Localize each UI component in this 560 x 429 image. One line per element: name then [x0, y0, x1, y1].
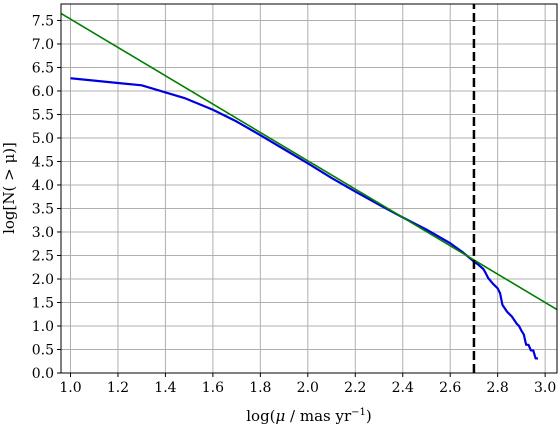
x-tick-label: 2.4: [392, 380, 414, 396]
y-tick-label: 7.5: [32, 13, 54, 29]
x-tick-label: 1.4: [154, 380, 176, 396]
y-tick-label: 1.5: [32, 295, 54, 311]
y-tick-label: 4.5: [32, 154, 54, 170]
y-tick-label: 7.0: [32, 37, 54, 53]
x-axis: 1.0 1.2 1.4 1.6 1.8 2.0 2.2 2.4 2.6 2.8 3.0: [59, 373, 556, 396]
series-layer: [60, 4, 558, 373]
x-tick-label: 2.0: [297, 380, 319, 396]
x-tick-label: 2.6: [439, 380, 461, 396]
x-tick-label: 2.8: [487, 380, 509, 396]
grid: [61, 4, 557, 374]
y-tick-label: 6.5: [32, 60, 54, 76]
data-curve: [70, 77, 539, 360]
y-tick-label: 2.5: [32, 248, 54, 264]
x-tick-label: 1.8: [249, 380, 271, 396]
y-tick-label: 1.0: [32, 319, 54, 335]
x-tick-label: 1.0: [59, 380, 81, 396]
y-tick-label: 0.5: [32, 342, 54, 358]
y-tick-label: 3.5: [32, 201, 54, 217]
x-axis-label: log(μ / mas yr−1): [246, 407, 372, 425]
x-tick-label: 1.2: [107, 380, 129, 396]
x-tick-label: 1.6: [202, 380, 224, 396]
x-tick-label: 2.2: [344, 380, 366, 396]
y-tick-label: 3.0: [32, 225, 54, 241]
y-tick-label: 4.0: [32, 178, 54, 194]
y-tick-label: 0.0: [32, 366, 54, 382]
y-tick-label: 6.0: [32, 84, 54, 100]
y-axis: 0.0 0.5 1.0 1.5 2.0 2.5 3.0 3.5 4.0 4.5 5.0 5.5 6.0 6…: [32, 13, 61, 382]
y-tick-label: 5.5: [32, 107, 54, 123]
y-axis-label: log[N( > μ)]: [0, 142, 18, 234]
plot-frame: [60, 3, 558, 374]
y-tick-label: 2.0: [32, 272, 54, 288]
x-tick-label: 3.0: [534, 380, 556, 396]
y-tick-label: 5.0: [32, 131, 54, 147]
